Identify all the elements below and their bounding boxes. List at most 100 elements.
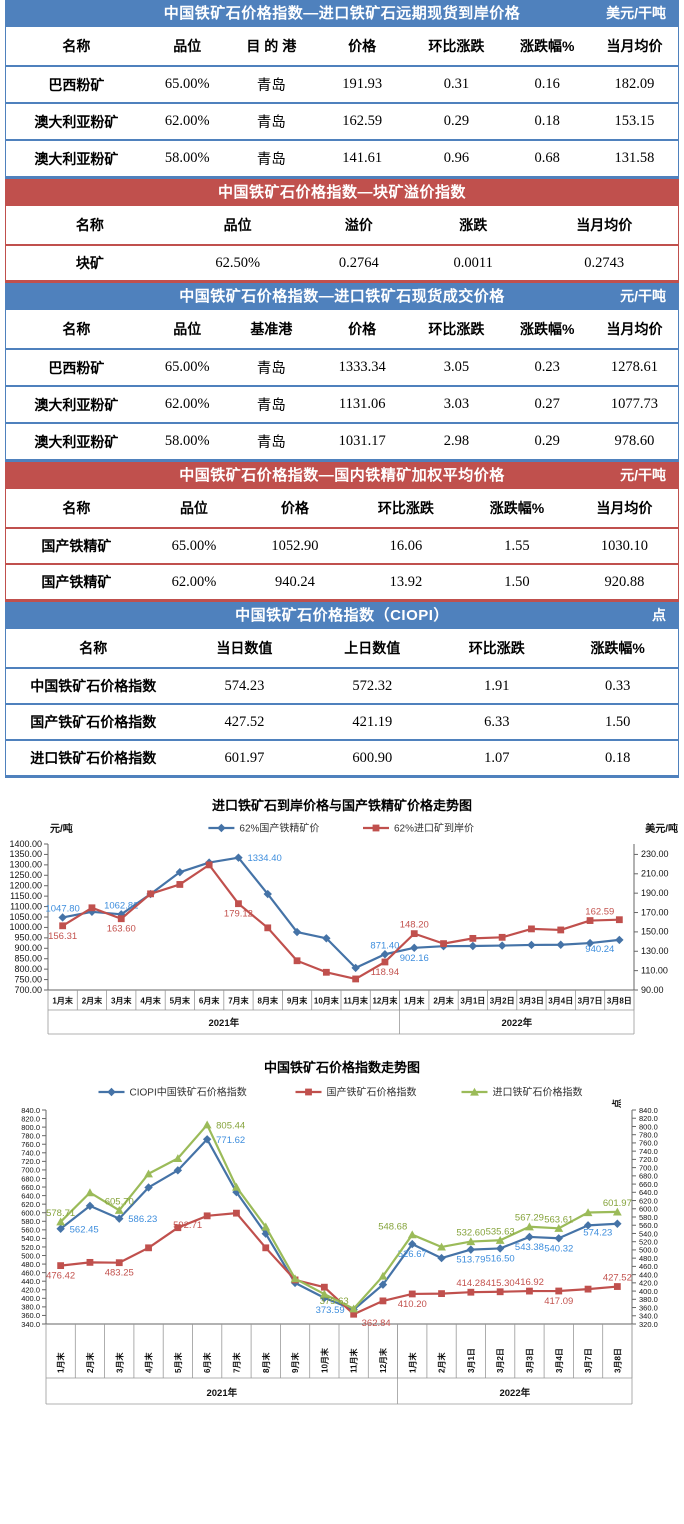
- data-point-label: 535.63: [486, 1226, 515, 1237]
- data-point-marker: [613, 1219, 622, 1228]
- left-axis-tick-label: 600.0: [21, 1209, 40, 1218]
- right-axis-tick-label: 620.0: [639, 1196, 658, 1205]
- column-header: 品位: [146, 310, 228, 350]
- right-axis-tick-label: 740.0: [639, 1147, 658, 1156]
- category-label: 2月末: [82, 996, 102, 1006]
- table-cell: 1.50: [504, 573, 530, 590]
- data-point-label: 483.25: [105, 1268, 134, 1279]
- table-cell: 62.00%: [171, 573, 217, 590]
- table-cell: 58.00%: [164, 150, 210, 166]
- column-header: 品位: [173, 206, 302, 246]
- table-unit-label: 点: [652, 607, 666, 623]
- data-point-marker: [352, 975, 360, 983]
- data-point-marker: [117, 915, 125, 923]
- left-axis-tick-label: 520.0: [21, 1243, 40, 1252]
- table-cell: 0.27: [503, 386, 591, 424]
- column-header: 涨跌幅%: [503, 27, 591, 67]
- table-title: 中国铁矿石价格指数—块矿溢价指数: [217, 184, 466, 201]
- table-cell: 1030.10: [570, 528, 679, 565]
- table-cell: 601.97: [224, 749, 265, 766]
- right-axis-tick-label: 540.0: [639, 1229, 658, 1238]
- data-point-marker: [498, 933, 506, 941]
- left-axis-tick-label: 480.0: [21, 1260, 40, 1269]
- left-axis-unit-label: 元/吨: [50, 822, 73, 835]
- data-point-marker: [613, 1283, 621, 1290]
- right-axis-tick-label: 720.0: [639, 1155, 658, 1164]
- data-point-marker: [467, 1288, 475, 1296]
- data-point-label: 586.23: [128, 1214, 157, 1225]
- data-point-marker: [233, 1209, 240, 1217]
- category-label: 2月末: [433, 996, 453, 1006]
- data-point-marker: [466, 1237, 476, 1246]
- table-row: 国产铁矿石价格指数 427.52 421.19 6.33 1.50: [5, 704, 679, 741]
- right-axis-tick-label: 150.00: [641, 927, 669, 937]
- table-row: 块矿 62.50% 0.2764 0.0011 0.2743: [6, 245, 679, 282]
- table-cell: 0.2743: [584, 254, 625, 271]
- column-header: 当月均价: [570, 489, 679, 529]
- legend-item: 62%进口矿到岸价: [363, 822, 474, 835]
- data-point-marker: [583, 1208, 593, 1217]
- right-axis-tick-label: 800.0: [639, 1122, 658, 1131]
- left-axis-tick-label: 720.0: [21, 1157, 40, 1166]
- legend-label: 62%进口矿到岸价: [394, 822, 474, 835]
- table-domestic-concentrate-prices: 中国铁矿石价格指数—国内铁精矿加权平均价格 元/干吨 名称 品位 价格 环比涨跌 涨跌幅…: [5, 462, 679, 602]
- table-cell: 0.31: [409, 66, 504, 104]
- table-row: 巴西粉矿 65.00% 青岛 191.93 0.31 0.16 182.09: [5, 66, 679, 104]
- right-axis-tick-label: 110.00: [641, 965, 668, 975]
- row-name-cell: 巴西粉矿: [5, 66, 147, 104]
- column-header: 基准港: [227, 310, 316, 350]
- data-point-marker: [173, 1154, 183, 1162]
- left-axis-tick-label: 750.00: [14, 974, 42, 984]
- data-point-marker: [205, 861, 213, 869]
- year-label: 2021年: [208, 1017, 239, 1029]
- data-point-label: 516.50: [486, 1253, 515, 1264]
- data-point-label: 902.16: [400, 953, 429, 964]
- right-axis-tick-label: 520.0: [639, 1237, 658, 1246]
- data-point-label: 574.23: [583, 1228, 612, 1239]
- left-axis-tick-label: 1250.00: [9, 870, 42, 880]
- data-point-marker: [372, 824, 380, 832]
- category-label: 3月末: [111, 996, 131, 1006]
- price-table: 名称 品位 基准港 价格 环比涨跌 涨跌幅% 当月均价 巴西粉矿 65.00% 青岛 1333.34…: [5, 310, 679, 462]
- data-point-marker: [408, 1239, 417, 1249]
- data-point-marker: [495, 1235, 505, 1244]
- data-point-marker: [350, 1310, 358, 1318]
- table-cell: 141.61: [342, 150, 383, 166]
- table-cell: 青岛: [227, 386, 316, 424]
- row-name-cell: 澳大利亚粉矿: [34, 433, 119, 450]
- legend-item: 国产铁矿石价格指数: [295, 1086, 417, 1099]
- row-name-cell: 澳大利亚粉矿: [5, 386, 147, 424]
- data-point-marker: [114, 1205, 124, 1214]
- category-label: 12月末: [372, 996, 397, 1006]
- data-point-marker: [437, 1253, 446, 1263]
- data-point-marker: [262, 1244, 270, 1252]
- data-point-marker: [56, 1217, 66, 1226]
- data-point-marker: [322, 934, 331, 943]
- table-cell: 青岛: [227, 66, 316, 104]
- right-axis-tick-label: 780.0: [639, 1130, 658, 1139]
- table-title-band: 中国铁矿石价格指数—进口铁矿石远期现货到岸价格 美元/干吨: [5, 0, 679, 27]
- price-table: 名称 当日数值 上日数值 环比涨跌 涨跌幅% 中国铁矿石价格指数 574.23 572.32 1…: [5, 629, 679, 778]
- data-point-marker: [59, 922, 67, 930]
- table-import-forward-prices: 中国铁矿石价格指数—进口铁矿石远期现货到岸价格 美元/干吨 名称 品位目 的 港价…: [5, 0, 679, 179]
- table-header-row: 名称 品位 价格 环比涨跌 涨跌幅% 当月均价: [5, 489, 679, 529]
- legend-item: 62%国产铁精矿价: [208, 822, 319, 835]
- column-header: 当月均价: [590, 27, 679, 67]
- data-point-marker: [408, 1290, 416, 1298]
- data-point-marker: [407, 1230, 417, 1239]
- data-point-label: 540.32: [544, 1243, 573, 1254]
- legend-label: CIOPI中国铁矿石价格指数: [130, 1086, 247, 1099]
- table-cell: 1.91: [436, 668, 558, 705]
- right-axis-tick-label: 90.00: [641, 985, 664, 995]
- legend-label: 国产铁矿石价格指数: [327, 1086, 417, 1099]
- right-axis-tick-label: 400.0: [639, 1287, 658, 1296]
- table-cell: 65.00%: [146, 66, 228, 104]
- data-point-marker: [293, 957, 301, 965]
- chart-import-vs-domestic-trend: 进口铁矿石到岸价格与国产铁精矿价格走势图 62%国产铁精矿价 62%进口矿到岸价 14…: [0, 794, 684, 1044]
- left-axis-tick-label: 1100.00: [10, 901, 42, 911]
- data-point-label: 562.45: [70, 1224, 99, 1235]
- table-cell: 600.90: [352, 749, 393, 766]
- line-chart-ciopi-trend: 中国铁矿石价格指数走势图 CIOPI中国铁矿石价格指数 国产铁矿石价格指数 进口铁矿石…: [21, 1060, 658, 1405]
- table-cell: 1131.06: [315, 386, 410, 424]
- year-label: 2022年: [501, 1017, 532, 1029]
